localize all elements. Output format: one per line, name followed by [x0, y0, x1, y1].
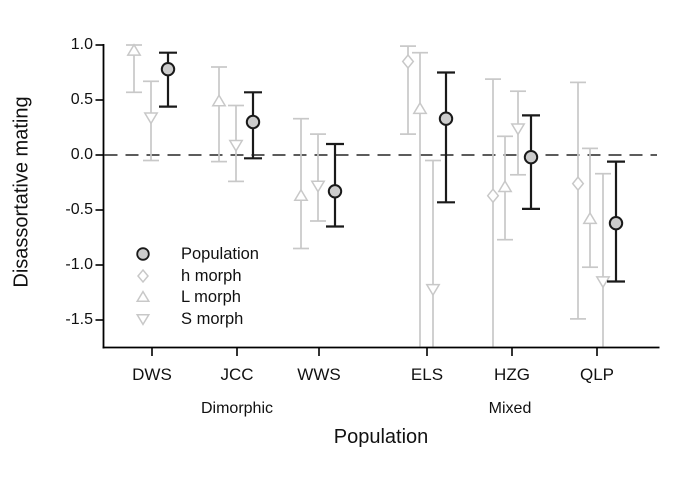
- x-tick-label-qlp: QLP: [579, 365, 615, 384]
- legend-item-population: Population: [131, 243, 259, 265]
- marker-triangle-down-HZG: [510, 123, 526, 136]
- legend-item-l-morph: L morph: [131, 286, 241, 308]
- marker-circle-WWS: [327, 184, 343, 199]
- s-morph-triangle-down-icon: [131, 308, 155, 330]
- y-tick-label: -1.5: [65, 311, 93, 328]
- y-axis-title: Disassortative mating: [10, 96, 33, 288]
- marker-triangle-up-ELS: [412, 101, 428, 115]
- y-tick-label: 0.5: [70, 91, 93, 108]
- y-tick-label: -1.0: [65, 256, 93, 273]
- x-tick-label-els: ELS: [410, 365, 444, 384]
- marker-circle-QLP: [608, 216, 624, 231]
- legend-label-population: Population: [181, 244, 259, 263]
- y-tick-label: 0.0: [70, 146, 93, 163]
- marker-circle-ELS: [438, 111, 454, 126]
- x-tick-label-hzg: HZG: [494, 365, 530, 384]
- marker-triangle-up-QLP: [582, 211, 598, 225]
- marker-triangle-up-JCC: [211, 93, 227, 107]
- marker-triangle-up-DWS: [126, 43, 142, 56]
- marker-diamond-ELS: [401, 53, 415, 70]
- legend-triangle-up-glyph: [135, 290, 151, 303]
- marker-triangle-down-DWS: [143, 112, 159, 125]
- legend-label-l-morph: L morph: [181, 287, 241, 306]
- marker-triangle-down-QLP: [595, 276, 611, 289]
- marker-triangle-up-HZG: [497, 179, 513, 193]
- legend-label-s-morph: S morph: [181, 309, 244, 328]
- legend-item-s-morph: S morph: [131, 308, 243, 330]
- y-tick-label: 1.0: [70, 36, 93, 53]
- population-circle-icon: [131, 243, 155, 265]
- x-tick-label-dws: DWS: [132, 365, 172, 384]
- legend-triangle-down-glyph: [135, 313, 151, 326]
- marker-circle-DWS: [160, 61, 176, 77]
- x-tick-label-wws: WWS: [297, 365, 341, 384]
- marker-triangle-down-WWS: [310, 180, 326, 194]
- legend-circle-glyph: [136, 247, 150, 261]
- marker-diamond-QLP: [571, 175, 585, 192]
- x-axis-title: Population: [333, 426, 429, 448]
- l-morph-triangle-up-icon: [131, 286, 155, 308]
- marker-diamond-HZG: [486, 188, 500, 204]
- legend-label-h-morph: h morph: [181, 266, 242, 285]
- x-tick-label-jcc: JCC: [220, 365, 254, 384]
- marker-circle-HZG: [523, 150, 539, 165]
- group-label-mixed: Mixed: [488, 400, 532, 417]
- marker-triangle-up-WWS: [293, 188, 309, 202]
- legend-diamond-shape: [137, 268, 149, 284]
- marker-triangle-down-ELS: [425, 283, 441, 297]
- legend-item-h-morph: h morph: [131, 265, 242, 287]
- legend-diamond-glyph: [137, 268, 149, 284]
- legend-triangle-down-shape: [135, 313, 151, 326]
- h-morph-diamond-icon: [131, 265, 155, 287]
- marker-circle-JCC: [245, 114, 261, 130]
- legend-triangle-up-shape: [135, 290, 151, 303]
- group-label-dimorphic: Dimorphic: [200, 400, 273, 417]
- legend-circle-shape: [136, 247, 150, 261]
- y-tick-label: -0.5: [65, 201, 93, 218]
- marker-triangle-down-JCC: [228, 139, 244, 153]
